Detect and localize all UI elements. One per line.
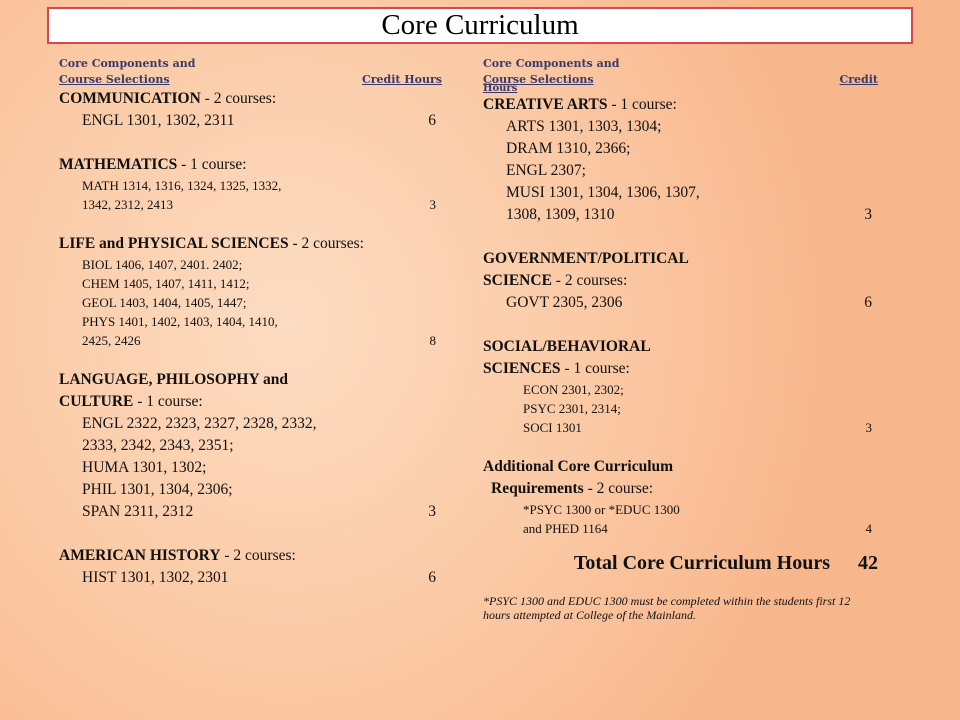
course-list: GOVT 2305, 2306 6 [483, 292, 878, 314]
course-selections-label: Course Selections [483, 73, 594, 86]
hours-value: 3 [428, 503, 436, 520]
hours-value: 3 [865, 420, 873, 435]
category-culture: CULTURE - 1 course: [59, 393, 203, 410]
left-column: Core Components and Course Selections Cr… [59, 56, 442, 589]
course-list: *PSYC 1300 or *EDUC 1300 [523, 502, 680, 517]
hours-value: 4 [865, 521, 873, 536]
category-sciences: SCIENCES - 1 course: [483, 360, 630, 377]
page-title: Core Curriculum [381, 9, 579, 41]
column-header-line1: Core Components and [483, 57, 620, 70]
category-american-history: AMERICAN HISTORY - 2 courses: [59, 547, 296, 564]
right-column: Core Components and Course Selections Cr… [483, 56, 878, 622]
total-value: 42 [858, 552, 878, 574]
category-mathematics: MATHEMATICS - 1 course: [59, 156, 247, 173]
total-label: Total Core Curriculum Hours [573, 552, 830, 574]
course-list: ARTS 1301, 1303, 1304; [506, 118, 662, 135]
course-list: CHEM 1405, 1407, 1411, 1412; [82, 276, 250, 291]
total-hours-row: Total Core Curriculum Hours 42 [483, 550, 878, 576]
course-list: SOCI 1301 3 [523, 420, 873, 435]
title-box: Core Curriculum [47, 7, 913, 44]
category-communication: COMMUNICATION - 2 courses: [59, 90, 277, 107]
course-list: DRAM 1310, 2366; [506, 140, 631, 157]
course-list: PSYC 2301, 2314; [523, 401, 621, 416]
course-list: ENGL 1301, 1302, 2311 6 [59, 110, 442, 132]
hours-value: 8 [429, 333, 437, 348]
column-header-line1: Core Components and [59, 57, 196, 70]
category-language-philosophy: LANGUAGE, PHILOSOPHY and [59, 371, 288, 388]
course-list: ENGL 2307; [506, 162, 586, 179]
credit-label: Credit [839, 73, 879, 86]
category-creative-arts: CREATIVE ARTS - 1 course: [483, 96, 677, 113]
column-header-line2: Course Selections Credit [483, 72, 878, 88]
hours-label: Hours [483, 83, 518, 94]
category-additional-core: Additional Core Curriculum [483, 458, 674, 475]
category-social-behavioral: SOCIAL/BEHAVIORAL [483, 338, 651, 355]
category-requirements: Requirements - 2 course: [491, 480, 654, 497]
hours-value: 6 [864, 294, 872, 311]
category-government: GOVERNMENT/POLITICAL [483, 250, 689, 267]
course-list: HUMA 1301, 1302; [82, 459, 207, 476]
course-list: 2333, 2342, 2343, 2351; [82, 437, 234, 454]
hours-value: 3 [429, 197, 437, 212]
course-list: MUSI 1301, 1304, 1306, 1307, [506, 184, 700, 201]
course-list: SPAN 2311, 2312 3 [59, 501, 442, 523]
course-list: PHYS 1401, 1402, 1403, 1404, 1410, [82, 314, 278, 329]
course-list: 1308, 1309, 1310 3 [483, 204, 878, 226]
course-list: PHIL 1301, 1304, 2306; [82, 481, 233, 498]
hours-value: 6 [428, 112, 436, 129]
column-header-line2: Course Selections Credit Hours [59, 72, 442, 88]
category-political-science: SCIENCE - 2 courses: [483, 272, 628, 289]
category-life-physical-sciences: LIFE and PHYSICAL SCIENCES - 2 courses: [59, 235, 364, 252]
course-list: and PHED 1164 4 [523, 521, 873, 536]
footnote: *PSYC 1300 and EDUC 1300 must be complet… [483, 594, 851, 622]
course-list: 2425, 2426 8 [82, 333, 437, 348]
credit-hours-label: Credit Hours [361, 73, 442, 86]
course-selections-label: Course Selections [59, 73, 170, 86]
course-list: GEOL 1403, 1404, 1405, 1447; [82, 295, 247, 310]
course-list: HIST 1301, 1302, 2301 6 [59, 567, 442, 589]
course-list: BIOL 1406, 1407, 2401. 2402; [82, 257, 243, 272]
course-list: 1342, 2312, 2413 3 [82, 197, 437, 212]
course-list: MATH 1314, 1316, 1324, 1325, 1332, [82, 178, 282, 193]
course-list: ENGL 2322, 2323, 2327, 2328, 2332, [82, 415, 317, 432]
hours-value: 6 [428, 569, 436, 586]
course-list: ECON 2301, 2302; [523, 382, 624, 397]
hours-value: 3 [864, 206, 872, 223]
